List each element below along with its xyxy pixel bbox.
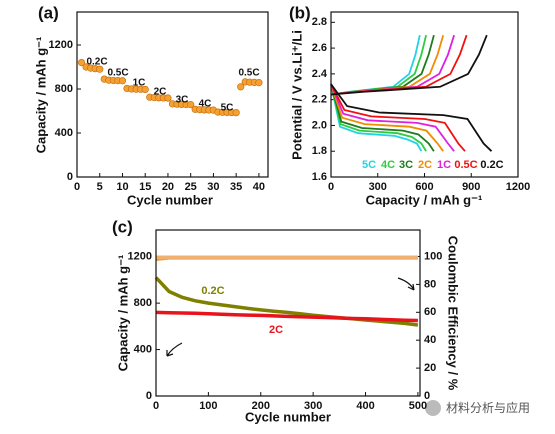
- y2-tick-label: 20: [424, 362, 436, 374]
- point: [164, 94, 172, 102]
- y-axis-title: Potential / V vs.Li⁺/Li: [289, 30, 304, 160]
- plot-frame: [330, 11, 519, 178]
- plot-frame: [155, 229, 421, 397]
- y-tick-label: 2.0: [312, 119, 327, 131]
- series-label: 2C: [269, 324, 283, 336]
- series-line: [330, 34, 493, 152]
- series-label: 0.2C: [201, 285, 224, 297]
- legend-label: 1C: [437, 159, 451, 171]
- annotation: 4C: [199, 99, 212, 110]
- y2-axis-title: Coulombic Efficiency / %: [446, 236, 461, 391]
- y-tick-label: 400: [134, 343, 152, 355]
- x-tick-label: 900: [462, 181, 480, 193]
- series-line: [155, 310, 418, 323]
- annotation: 0.2C: [86, 57, 107, 68]
- annotation: 2C: [154, 87, 167, 98]
- annotation: 5C: [221, 103, 234, 114]
- annotation: 0.5C: [238, 68, 259, 79]
- x-tick-label: 300: [369, 181, 387, 193]
- y-tick-label: 2.6: [312, 42, 327, 54]
- annotation: 3C: [176, 95, 189, 106]
- x-tick-label: 10: [116, 181, 128, 193]
- x-axis-title: Capacity / mAh g⁻¹: [366, 192, 483, 207]
- x-tick-label: 40: [253, 181, 265, 193]
- y2-tick-label: 0: [424, 390, 430, 402]
- x-tick-label: 0: [328, 181, 334, 193]
- y-tick-label: 0: [67, 171, 73, 183]
- y-tick-label: 800: [134, 297, 152, 309]
- y-tick-label: 0: [146, 390, 152, 402]
- watermark-icon: [425, 400, 441, 416]
- x-tick-label: 1200: [506, 181, 530, 193]
- point: [96, 65, 104, 73]
- y-tick-label: 1.6: [312, 171, 327, 183]
- y-tick-label: 400: [55, 127, 73, 139]
- x-tick-label: 25: [185, 181, 197, 193]
- panel-label: (c): [112, 217, 133, 236]
- x-tick-label: 20: [162, 181, 174, 193]
- y-tick-label: 2.4: [312, 68, 328, 80]
- y-tick-label: 2.8: [312, 16, 327, 28]
- x-tick-label: 0: [74, 181, 80, 193]
- x-axis-title: Cycle number: [127, 192, 213, 207]
- legend-label: 0.2C: [480, 159, 503, 171]
- panel-label: (b): [289, 3, 311, 22]
- arrow-right: [397, 277, 415, 291]
- point: [118, 77, 127, 85]
- legend-label: 0.5C: [454, 159, 477, 171]
- x-tick-label: 5: [97, 181, 103, 193]
- x-tick-label: 200: [252, 400, 270, 412]
- y2-tick-label: 80: [424, 278, 436, 290]
- y2-tick-label: 40: [424, 334, 436, 346]
- x-tick-label: 100: [199, 400, 217, 412]
- y2-tick-label: 100: [424, 250, 442, 262]
- legend-label: 3C: [399, 159, 413, 171]
- point: [237, 83, 245, 91]
- legend-label: 4C: [381, 159, 395, 171]
- arrow-left: [166, 342, 183, 357]
- panel-label: (a): [38, 3, 59, 22]
- point: [232, 109, 240, 117]
- y-axis-title: Capacity / mAh g⁻¹: [115, 255, 130, 372]
- x-axis-title: Cycle number: [245, 409, 331, 424]
- x-tick-label: 400: [356, 400, 374, 412]
- point: [187, 101, 195, 109]
- y-tick-label: 1.8: [312, 145, 327, 157]
- legend-label: 2C: [418, 159, 432, 171]
- point: [77, 58, 86, 67]
- x-tick-label: 600: [415, 181, 433, 193]
- annotation: 1C: [133, 78, 146, 89]
- plot-frame: [76, 11, 269, 178]
- y-tick-label: 1200: [49, 39, 73, 51]
- y-tick-label: 1200: [128, 251, 152, 263]
- x-tick-label: 300: [304, 400, 322, 412]
- annotation: 0.5C: [107, 68, 128, 79]
- y-axis-title: Capacity / mAh g⁻¹: [33, 37, 48, 154]
- y2-tick-label: 60: [424, 306, 436, 318]
- x-tick-label: 35: [230, 181, 242, 193]
- point: [141, 85, 149, 94]
- x-tick-label: 500: [409, 400, 427, 412]
- legend-label: 5C: [362, 159, 376, 171]
- y-tick-label: 2.2: [312, 94, 327, 106]
- watermark: 材料分析与应用: [446, 400, 530, 415]
- point: [255, 79, 263, 87]
- x-tick-label: 15: [139, 181, 151, 193]
- x-tick-label: 0: [153, 400, 159, 412]
- x-tick-label: 30: [207, 181, 219, 193]
- y-tick-label: 800: [55, 83, 73, 95]
